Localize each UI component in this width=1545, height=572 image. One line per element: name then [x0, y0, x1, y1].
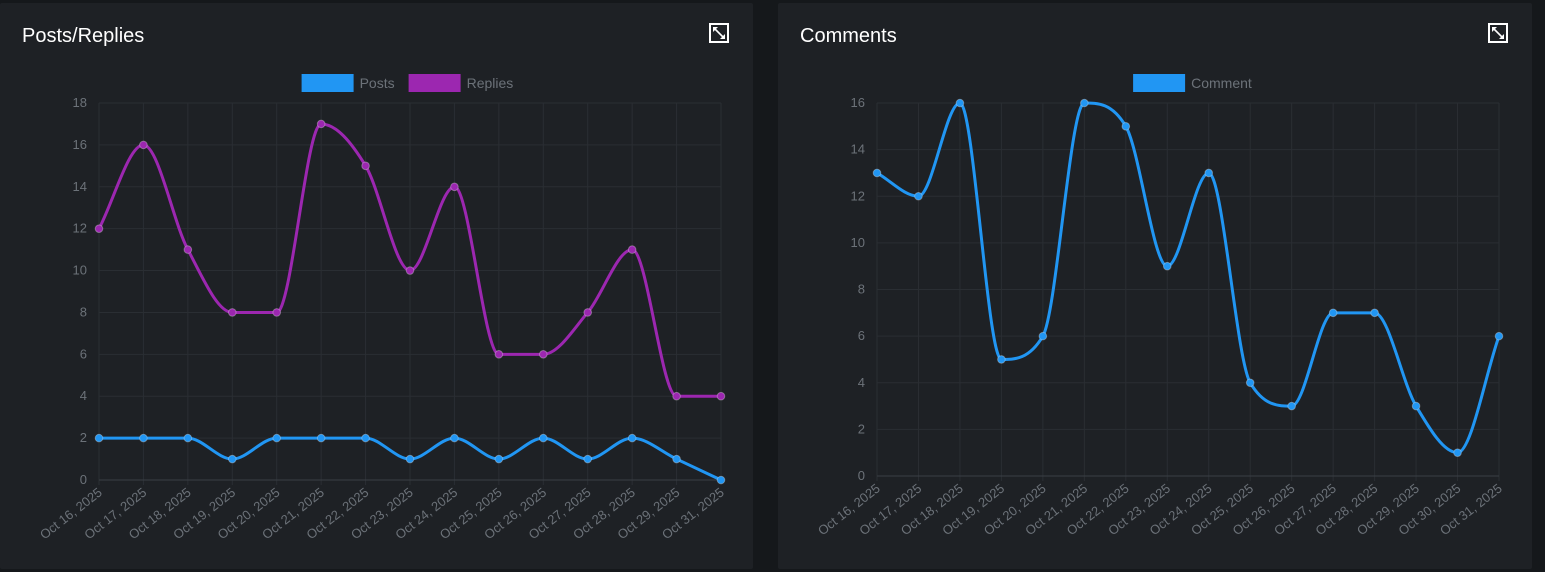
- data-point[interactable]: [183, 433, 193, 443]
- data-point[interactable]: [361, 433, 370, 443]
- comments-panel: Comments 0 2 4 6 8 10 12 14 16 Oct 16, 2025 Oct 17…: [778, 3, 1532, 569]
- data-point[interactable]: [1121, 122, 1131, 131]
- y-tick-label: 12: [73, 221, 87, 236]
- y-tick-label: 2: [80, 430, 87, 445]
- y-tick-label: 6: [80, 346, 87, 361]
- panel-title: Comments: [800, 25, 897, 47]
- y-tick-label: 14: [851, 142, 865, 157]
- series-comment: [872, 98, 1504, 457]
- data-point[interactable]: [361, 161, 370, 171]
- data-point[interactable]: [316, 433, 326, 443]
- y-tick-label: 16: [851, 95, 865, 110]
- y-tick-label: 0: [80, 472, 87, 487]
- data-point[interactable]: [1080, 98, 1089, 108]
- data-point[interactable]: [1411, 401, 1421, 411]
- legend-item-posts[interactable]: Posts: [301, 74, 395, 92]
- y-tick-label: 4: [858, 375, 865, 390]
- data-point[interactable]: [672, 454, 681, 464]
- y-tick-label: 10: [73, 263, 87, 278]
- data-point[interactable]: [1038, 331, 1048, 341]
- legend-label: Comment: [1191, 75, 1252, 91]
- data-point[interactable]: [872, 168, 882, 178]
- data-point[interactable]: [272, 308, 282, 317]
- data-point[interactable]: [716, 391, 726, 401]
- y-tick-label: 10: [851, 235, 865, 250]
- y-tick-label: 16: [73, 137, 87, 152]
- data-point[interactable]: [627, 245, 637, 254]
- y-tick-label: 14: [73, 179, 87, 194]
- data-point[interactable]: [183, 245, 193, 254]
- posts-replies-panel: Posts/Replies 0 2 4 6 8 10 12 14 16 18 Oct 16, 202…: [0, 3, 753, 569]
- legend-label: Posts: [360, 75, 395, 91]
- legend-swatch: [408, 74, 461, 92]
- data-point[interactable]: [494, 454, 504, 464]
- expand-icon[interactable]: [709, 23, 729, 43]
- data-point[interactable]: [914, 191, 923, 201]
- data-point[interactable]: [405, 266, 415, 275]
- y-tick-label: 12: [851, 188, 865, 203]
- data-point[interactable]: [955, 98, 965, 108]
- legend-swatch: [1133, 74, 1186, 92]
- data-point[interactable]: [1162, 261, 1172, 271]
- data-point[interactable]: [1287, 401, 1296, 411]
- data-point[interactable]: [1245, 378, 1255, 388]
- data-point[interactable]: [316, 119, 326, 129]
- data-point[interactable]: [997, 355, 1006, 364]
- data-point[interactable]: [494, 350, 504, 359]
- data-point[interactable]: [583, 308, 593, 317]
- data-point[interactable]: [139, 140, 148, 150]
- y-tick-label: 8: [858, 282, 865, 297]
- data-point[interactable]: [1453, 448, 1462, 457]
- legend-item-replies[interactable]: Replies: [408, 74, 514, 92]
- y-tick-label: 8: [80, 304, 87, 319]
- data-point[interactable]: [538, 350, 548, 359]
- data-point[interactable]: [227, 454, 237, 464]
- data-point[interactable]: [139, 433, 148, 443]
- data-point[interactable]: [1494, 331, 1504, 341]
- grid: [876, 102, 1500, 481]
- data-point[interactable]: [94, 224, 104, 233]
- y-tick-label: 2: [858, 421, 865, 436]
- y-tick-label: 4: [80, 388, 87, 403]
- data-point[interactable]: [538, 433, 548, 443]
- grid: [98, 102, 722, 485]
- data-point[interactable]: [450, 182, 459, 192]
- legend: Posts Replies: [301, 74, 514, 92]
- data-point[interactable]: [672, 391, 681, 401]
- y-tick-label: 18: [73, 95, 87, 110]
- legend-item-comment[interactable]: Comment: [1133, 74, 1252, 92]
- legend-swatch: [301, 74, 354, 92]
- data-point[interactable]: [272, 433, 282, 443]
- data-point[interactable]: [627, 433, 637, 443]
- series-line: [875, 101, 1501, 455]
- legend: Comment: [1133, 74, 1252, 92]
- y-tick-label: 6: [858, 328, 865, 343]
- data-point[interactable]: [450, 433, 459, 443]
- data-point[interactable]: [583, 454, 593, 464]
- panel-title: Posts/Replies: [22, 25, 145, 47]
- data-point[interactable]: [1370, 308, 1379, 318]
- data-point[interactable]: [227, 308, 237, 317]
- expand-icon[interactable]: [1488, 23, 1508, 43]
- data-point[interactable]: [1328, 308, 1338, 318]
- data-point[interactable]: [405, 454, 415, 464]
- data-point[interactable]: [716, 475, 726, 485]
- data-point[interactable]: [94, 433, 104, 443]
- legend-label: Replies: [467, 75, 514, 91]
- series-replies: [94, 119, 726, 401]
- series-posts: [94, 433, 726, 485]
- data-point[interactable]: [1204, 168, 1214, 178]
- y-tick-label: 0: [858, 468, 865, 483]
